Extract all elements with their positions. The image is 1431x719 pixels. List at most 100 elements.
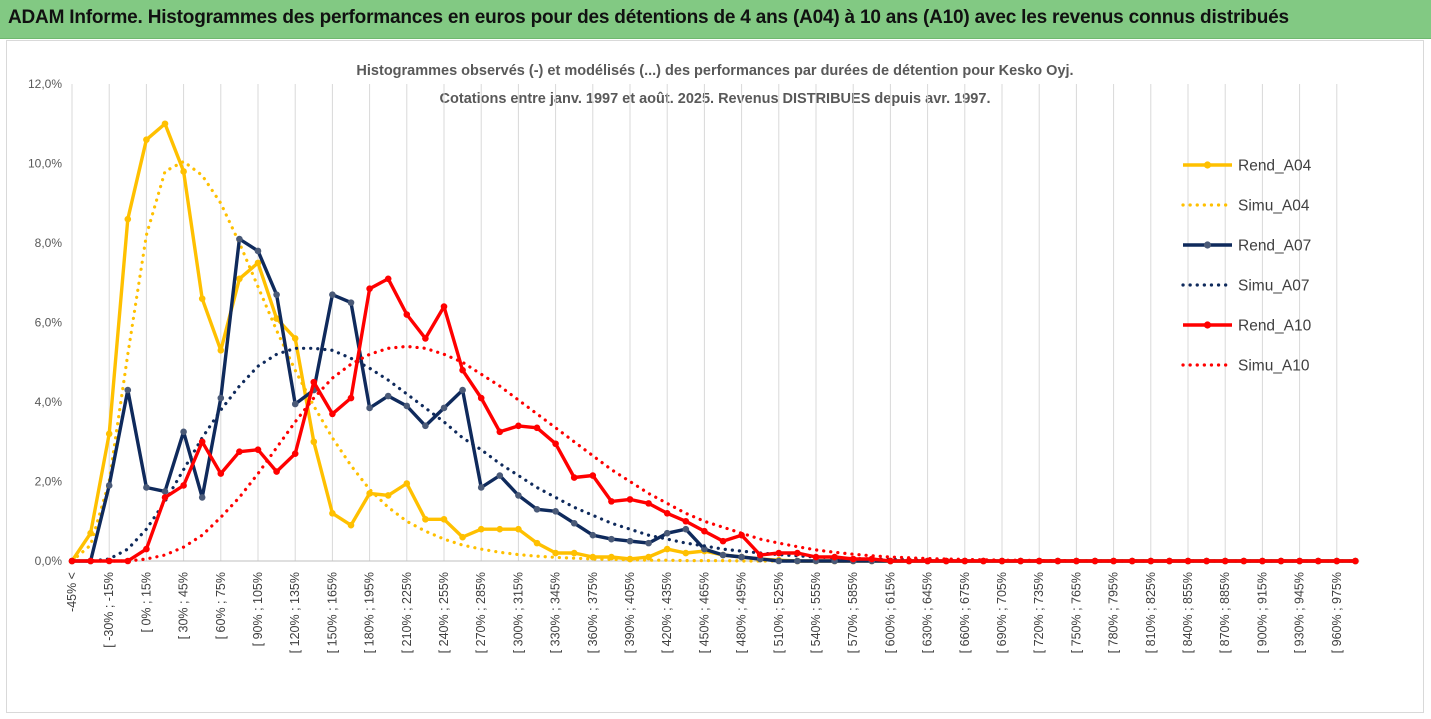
data-point <box>198 438 206 446</box>
x-tick-label: [ 360% ; 375% <box>586 572 600 653</box>
data-point <box>254 446 262 454</box>
data-point <box>180 482 187 489</box>
data-point <box>422 422 429 430</box>
data-point <box>756 551 764 559</box>
y-tick-label: 2,0% <box>35 475 63 489</box>
data-point <box>552 549 559 557</box>
x-tick-label: [ 630% ; 645% <box>921 572 935 653</box>
report-banner: ADAM Informe. Histogrammes des performan… <box>0 0 1431 39</box>
data-point <box>291 335 299 342</box>
data-point <box>589 531 597 539</box>
x-tick-label: [ 900% ; 915% <box>1255 572 1269 653</box>
data-point <box>236 448 243 455</box>
data-point <box>347 521 355 529</box>
x-tick-label: [ 600% ; 615% <box>883 572 897 653</box>
data-point <box>217 347 225 354</box>
data-point <box>1128 557 1136 565</box>
y-tick-label: 6,0% <box>35 316 63 330</box>
data-point <box>403 402 411 410</box>
series-rend-a04 <box>68 120 1359 565</box>
x-tick-label: [ 240% ; 255% <box>437 572 451 653</box>
gridlines <box>71 84 1360 562</box>
legend-label: Rend_A04 <box>1238 158 1312 175</box>
data-point <box>254 247 262 255</box>
data-point <box>1221 557 1229 565</box>
data-point <box>477 394 485 402</box>
legend-label: Simu_A10 <box>1238 358 1310 375</box>
data-point <box>198 494 206 501</box>
data-point <box>459 533 466 541</box>
data-point <box>477 484 485 491</box>
data-point <box>496 525 504 533</box>
x-tick-label: [ 390% ; 405% <box>623 572 637 653</box>
data-point <box>347 299 355 306</box>
x-tick-label: [ 480% ; 495% <box>735 572 749 653</box>
x-tick-label: [ 150% ; 165% <box>325 572 339 653</box>
data-point <box>812 553 820 561</box>
data-point <box>459 386 466 394</box>
data-point <box>1314 557 1322 565</box>
data-point <box>310 378 318 386</box>
data-point <box>533 506 541 513</box>
data-point <box>143 136 150 143</box>
data-point <box>87 557 94 565</box>
data-point <box>570 519 578 527</box>
x-tick-label: [ 810% ; 825% <box>1144 572 1158 653</box>
y-tick-label: 10,0% <box>28 157 62 171</box>
data-point <box>273 291 280 298</box>
x-tick-label: [ 840% ; 855% <box>1181 572 1195 653</box>
data-point <box>645 500 652 507</box>
data-point <box>1166 557 1173 565</box>
data-point <box>329 410 336 418</box>
chart-frame <box>6 40 1424 713</box>
data-point <box>682 525 690 533</box>
data-point <box>701 527 708 535</box>
data-point <box>477 525 485 533</box>
data-point <box>105 482 113 489</box>
data-point <box>1035 557 1043 565</box>
x-tick-label: [ 270% ; 285% <box>474 572 488 653</box>
data-point <box>570 474 578 481</box>
legend: Rend_A04 Simu_A04 Rend_A07 Simu_A07 Rend_A10… <box>1181 158 1312 375</box>
data-point <box>496 472 504 479</box>
data-point <box>1333 557 1341 565</box>
y-tick-label: 12,0% <box>28 77 62 91</box>
x-tick-label: [ 420% ; 435% <box>660 572 674 653</box>
chart-title-line1: Histogrammes observés (-) et modélisés (… <box>356 63 1073 79</box>
data-point <box>384 492 392 499</box>
legend-item: Simu_A04 <box>1181 198 1310 215</box>
data-point <box>570 549 578 557</box>
data-point <box>329 291 336 298</box>
x-tick-label: [ 210% ; 225% <box>400 572 414 653</box>
data-point <box>310 438 318 446</box>
data-point <box>1184 557 1192 565</box>
data-point <box>608 535 615 543</box>
data-point <box>515 525 522 533</box>
data-point <box>422 515 429 523</box>
data-point <box>552 508 559 515</box>
data-point <box>161 120 169 128</box>
x-tick-label: [ 0% ; 15% <box>139 572 153 632</box>
x-tick-label: [ 750% ; 765% <box>1069 572 1083 653</box>
x-tick-label: [ 180% ; 195% <box>363 572 377 653</box>
data-point <box>849 555 857 563</box>
data-point <box>552 440 559 448</box>
data-point <box>701 545 708 553</box>
x-tick-label: [ 450% ; 465% <box>697 572 711 653</box>
x-tick-label: [ 330% ; 345% <box>549 572 563 653</box>
y-tick-label: 0,0% <box>35 554 63 568</box>
data-point <box>273 315 280 322</box>
legend-label: Simu_A07 <box>1238 278 1310 295</box>
legend-label: Simu_A04 <box>1238 198 1310 215</box>
data-point <box>719 537 727 545</box>
report-title: ADAM Informe. Histogrammes des performan… <box>8 7 1289 28</box>
legend-item: Simu_A10 <box>1181 358 1310 375</box>
series-simu-a10 <box>70 344 1358 563</box>
data-point <box>180 168 187 175</box>
y-tick-label: 8,0% <box>35 236 63 250</box>
data-point <box>254 259 262 267</box>
data-point <box>775 557 783 565</box>
data-point <box>515 492 522 499</box>
x-tick-label: [ 660% ; 675% <box>958 572 972 653</box>
